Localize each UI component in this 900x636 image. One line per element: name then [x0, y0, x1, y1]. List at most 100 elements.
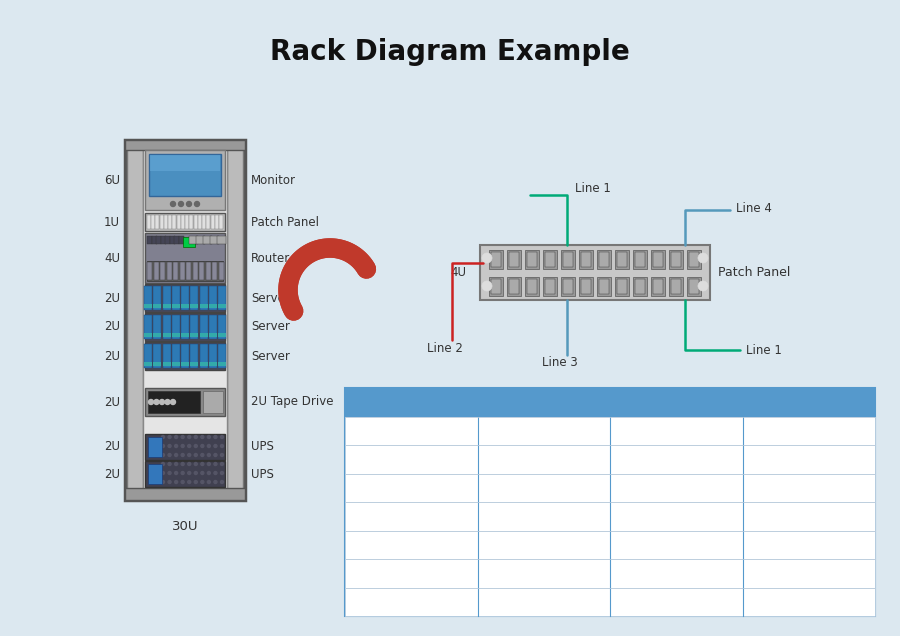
Circle shape [161, 481, 165, 483]
FancyBboxPatch shape [160, 261, 165, 279]
FancyBboxPatch shape [345, 388, 478, 417]
Circle shape [188, 462, 191, 466]
FancyBboxPatch shape [206, 261, 211, 279]
FancyBboxPatch shape [148, 437, 162, 457]
Text: Patch Panel: Patch Panel [718, 266, 790, 279]
Text: Device: Device [524, 396, 564, 409]
FancyBboxPatch shape [597, 250, 611, 269]
FancyBboxPatch shape [543, 277, 557, 296]
FancyBboxPatch shape [153, 333, 161, 337]
Circle shape [220, 471, 223, 474]
FancyBboxPatch shape [145, 284, 225, 312]
Circle shape [207, 481, 211, 483]
FancyBboxPatch shape [617, 279, 627, 294]
FancyBboxPatch shape [217, 236, 226, 244]
FancyBboxPatch shape [144, 286, 152, 310]
FancyBboxPatch shape [610, 473, 742, 502]
Circle shape [214, 481, 217, 483]
FancyBboxPatch shape [125, 140, 245, 500]
Circle shape [201, 471, 203, 474]
FancyBboxPatch shape [219, 261, 224, 279]
FancyBboxPatch shape [153, 344, 161, 368]
FancyBboxPatch shape [545, 252, 555, 267]
Circle shape [194, 436, 197, 438]
FancyBboxPatch shape [610, 388, 742, 417]
Text: 7: 7 [407, 595, 415, 608]
FancyBboxPatch shape [125, 488, 245, 500]
Circle shape [186, 202, 192, 207]
FancyBboxPatch shape [196, 236, 205, 244]
Circle shape [214, 471, 217, 474]
Circle shape [165, 399, 170, 404]
FancyBboxPatch shape [491, 279, 501, 294]
Circle shape [161, 462, 165, 466]
Text: 4U: 4U [450, 266, 466, 279]
Circle shape [181, 445, 184, 448]
FancyBboxPatch shape [200, 333, 208, 337]
FancyBboxPatch shape [203, 236, 212, 244]
FancyBboxPatch shape [478, 530, 610, 559]
FancyBboxPatch shape [742, 417, 875, 445]
FancyBboxPatch shape [345, 473, 478, 502]
FancyBboxPatch shape [153, 286, 161, 310]
FancyBboxPatch shape [599, 252, 609, 267]
FancyBboxPatch shape [166, 261, 172, 279]
FancyBboxPatch shape [144, 362, 152, 366]
FancyBboxPatch shape [345, 445, 478, 473]
FancyBboxPatch shape [200, 344, 208, 368]
FancyBboxPatch shape [525, 277, 539, 296]
FancyBboxPatch shape [581, 252, 591, 267]
FancyBboxPatch shape [145, 342, 225, 370]
FancyBboxPatch shape [212, 261, 218, 279]
FancyBboxPatch shape [218, 304, 226, 308]
FancyBboxPatch shape [478, 388, 610, 417]
FancyBboxPatch shape [200, 286, 208, 310]
FancyBboxPatch shape [615, 250, 629, 269]
Circle shape [698, 281, 708, 291]
FancyBboxPatch shape [478, 445, 610, 473]
FancyBboxPatch shape [687, 277, 701, 296]
Circle shape [207, 471, 211, 474]
Circle shape [175, 481, 177, 483]
FancyBboxPatch shape [480, 245, 710, 300]
FancyBboxPatch shape [561, 250, 575, 269]
Text: charger: charger [518, 567, 570, 580]
FancyBboxPatch shape [181, 344, 189, 368]
FancyBboxPatch shape [489, 250, 503, 269]
FancyBboxPatch shape [181, 333, 189, 337]
Text: Role: Role [663, 396, 688, 409]
FancyBboxPatch shape [180, 261, 184, 279]
Text: 6U: 6U [104, 174, 120, 186]
Text: Server: Server [251, 321, 290, 333]
Text: 6: 6 [407, 567, 416, 580]
FancyBboxPatch shape [669, 277, 683, 296]
FancyBboxPatch shape [209, 344, 217, 368]
FancyBboxPatch shape [170, 236, 175, 244]
FancyBboxPatch shape [202, 215, 206, 229]
FancyBboxPatch shape [147, 236, 152, 244]
Text: charger: charger [518, 538, 570, 551]
FancyBboxPatch shape [742, 559, 875, 588]
Circle shape [214, 436, 217, 438]
FancyBboxPatch shape [345, 559, 478, 588]
Text: 5: 5 [407, 538, 416, 551]
FancyBboxPatch shape [164, 215, 168, 229]
FancyBboxPatch shape [345, 530, 478, 559]
FancyBboxPatch shape [144, 315, 152, 339]
Circle shape [188, 471, 191, 474]
FancyBboxPatch shape [689, 252, 699, 267]
Circle shape [698, 253, 708, 263]
FancyBboxPatch shape [173, 215, 176, 229]
Circle shape [201, 462, 203, 466]
FancyBboxPatch shape [190, 304, 198, 308]
FancyBboxPatch shape [209, 362, 217, 366]
FancyBboxPatch shape [218, 333, 226, 337]
Circle shape [188, 436, 191, 438]
Text: Rack Diagram Example: Rack Diagram Example [270, 38, 630, 66]
FancyBboxPatch shape [159, 215, 164, 229]
FancyBboxPatch shape [215, 215, 219, 229]
FancyBboxPatch shape [345, 417, 478, 445]
Circle shape [175, 453, 177, 457]
Text: charger: charger [518, 509, 570, 523]
FancyBboxPatch shape [610, 559, 742, 588]
